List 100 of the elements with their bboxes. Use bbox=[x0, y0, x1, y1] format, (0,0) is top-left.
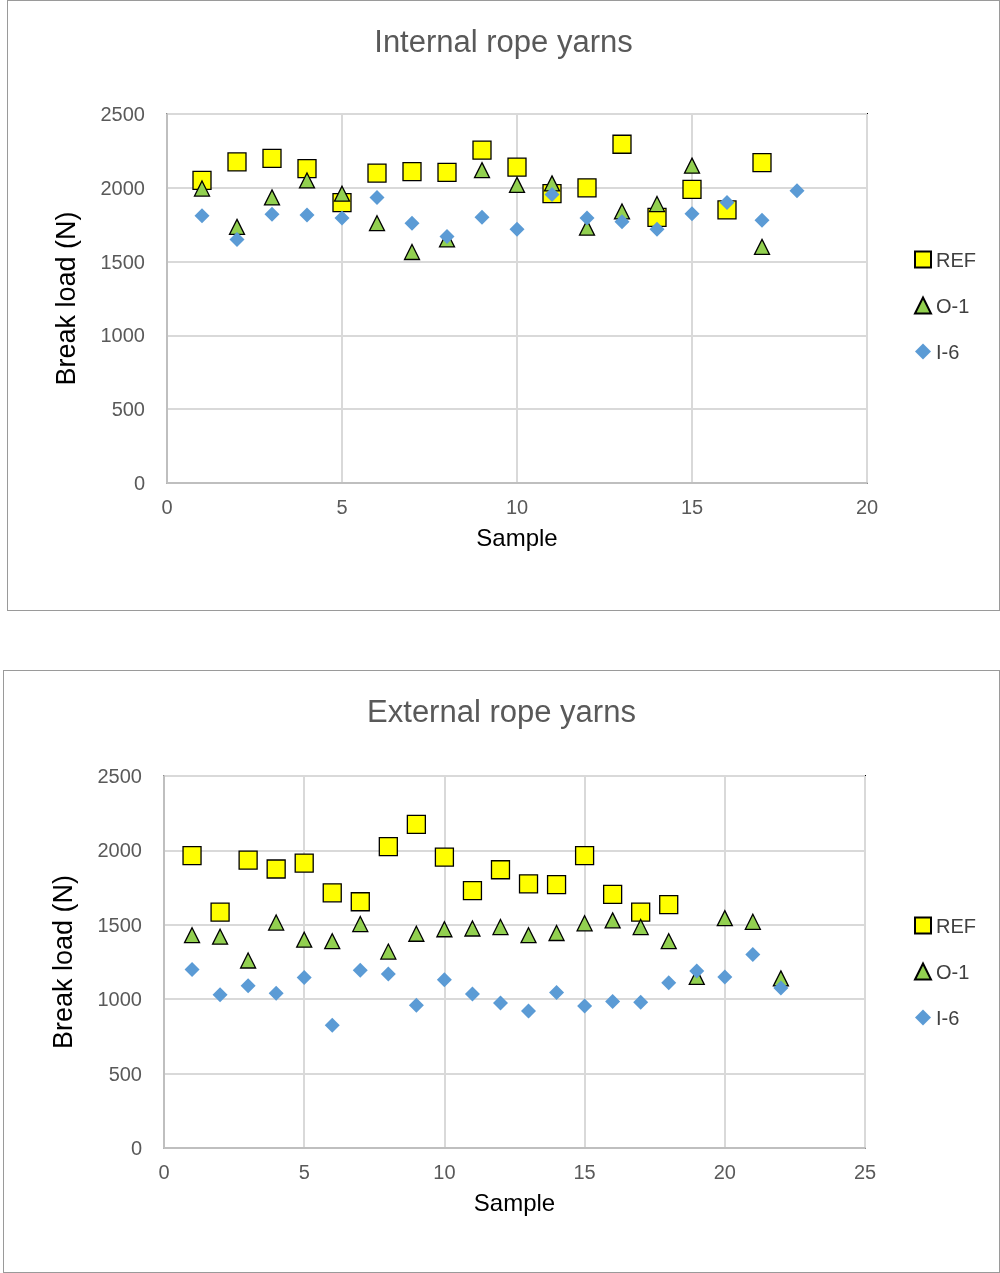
point bbox=[612, 134, 632, 154]
y-tick-label: 2500 bbox=[97, 765, 142, 787]
point bbox=[548, 924, 565, 942]
x-tick-label: 10 bbox=[433, 1161, 456, 1183]
point bbox=[184, 961, 200, 977]
point bbox=[408, 925, 425, 942]
y-tick-label: 1500 bbox=[97, 913, 142, 936]
point bbox=[614, 214, 630, 230]
chart-title: External rope yarns bbox=[367, 694, 636, 729]
point bbox=[266, 859, 286, 879]
y-tick-label: 500 bbox=[108, 1062, 142, 1085]
point bbox=[262, 148, 282, 168]
point bbox=[632, 918, 649, 936]
point bbox=[472, 140, 492, 160]
y-tick-label: 2000 bbox=[97, 839, 142, 862]
point bbox=[683, 157, 701, 174]
point bbox=[408, 997, 424, 1013]
y-tick-label: 0 bbox=[133, 472, 145, 494]
point bbox=[212, 987, 228, 1003]
point bbox=[773, 980, 789, 996]
point bbox=[507, 157, 527, 177]
point bbox=[193, 180, 211, 197]
legend-label: O-1 bbox=[936, 294, 970, 317]
point bbox=[296, 931, 313, 948]
y-tick-label: 1500 bbox=[100, 250, 145, 273]
point bbox=[546, 874, 567, 895]
point bbox=[380, 943, 397, 960]
point bbox=[604, 912, 621, 929]
point bbox=[577, 178, 597, 198]
point bbox=[631, 902, 651, 922]
legend-label: I-6 bbox=[936, 340, 960, 363]
x-tick-label: 20 bbox=[713, 1161, 736, 1183]
point bbox=[378, 837, 398, 857]
point bbox=[648, 195, 666, 213]
y-axis-title: Break load (N) bbox=[47, 874, 78, 1050]
point bbox=[239, 952, 257, 969]
point bbox=[744, 913, 761, 930]
point bbox=[268, 914, 285, 931]
point bbox=[752, 153, 772, 173]
y-tick-label: 1000 bbox=[97, 988, 142, 1011]
point bbox=[352, 962, 368, 978]
point bbox=[402, 161, 422, 182]
point bbox=[297, 158, 317, 179]
point bbox=[263, 189, 281, 206]
point bbox=[462, 880, 483, 901]
point bbox=[518, 874, 539, 894]
y-axis-title: Break load (N) bbox=[50, 211, 81, 386]
x-tick-label: 0 bbox=[158, 1161, 170, 1183]
point bbox=[682, 179, 702, 199]
point bbox=[745, 947, 761, 963]
point bbox=[367, 163, 387, 183]
x-axis-title: Sample bbox=[476, 523, 558, 551]
y-tick-label: 2500 bbox=[100, 103, 145, 125]
point bbox=[296, 970, 312, 986]
chart-title: Internal rope yarns bbox=[374, 24, 633, 59]
point bbox=[240, 978, 256, 994]
legend-label: O-1 bbox=[936, 960, 970, 983]
point bbox=[238, 850, 258, 870]
point bbox=[577, 998, 593, 1014]
point bbox=[474, 209, 490, 225]
x-tick-label: 15 bbox=[573, 1161, 596, 1183]
point bbox=[753, 238, 771, 255]
point bbox=[229, 231, 245, 247]
point bbox=[574, 845, 595, 866]
y-tick-label: 0 bbox=[130, 1137, 142, 1159]
point bbox=[227, 152, 247, 172]
legend-label: REF bbox=[936, 248, 976, 271]
point bbox=[268, 985, 284, 1001]
point bbox=[324, 1017, 340, 1033]
point bbox=[437, 162, 457, 182]
point bbox=[182, 845, 202, 866]
point bbox=[509, 221, 525, 237]
x-tick-label: 15 bbox=[680, 496, 704, 518]
point bbox=[473, 161, 491, 179]
point bbox=[464, 986, 480, 1002]
point bbox=[298, 172, 316, 189]
point bbox=[717, 969, 733, 985]
point bbox=[719, 195, 735, 211]
point bbox=[754, 212, 770, 228]
x-tick-label: 0 bbox=[161, 496, 173, 518]
point bbox=[576, 915, 593, 932]
point bbox=[299, 207, 315, 223]
point bbox=[789, 183, 805, 199]
legend-label: REF bbox=[936, 914, 976, 937]
point bbox=[492, 995, 508, 1011]
point bbox=[211, 928, 229, 945]
point bbox=[352, 915, 369, 933]
point bbox=[689, 963, 705, 979]
point bbox=[660, 933, 677, 950]
legend-label: I-6 bbox=[936, 1006, 960, 1029]
point bbox=[521, 1003, 537, 1019]
point bbox=[368, 215, 386, 232]
point bbox=[194, 208, 210, 224]
point bbox=[380, 966, 396, 982]
point bbox=[464, 920, 481, 937]
point bbox=[436, 921, 453, 938]
point bbox=[605, 993, 621, 1009]
x-axis-title: Sample bbox=[473, 1188, 556, 1216]
x-tick-label: 10 bbox=[505, 496, 529, 518]
point bbox=[322, 883, 342, 903]
